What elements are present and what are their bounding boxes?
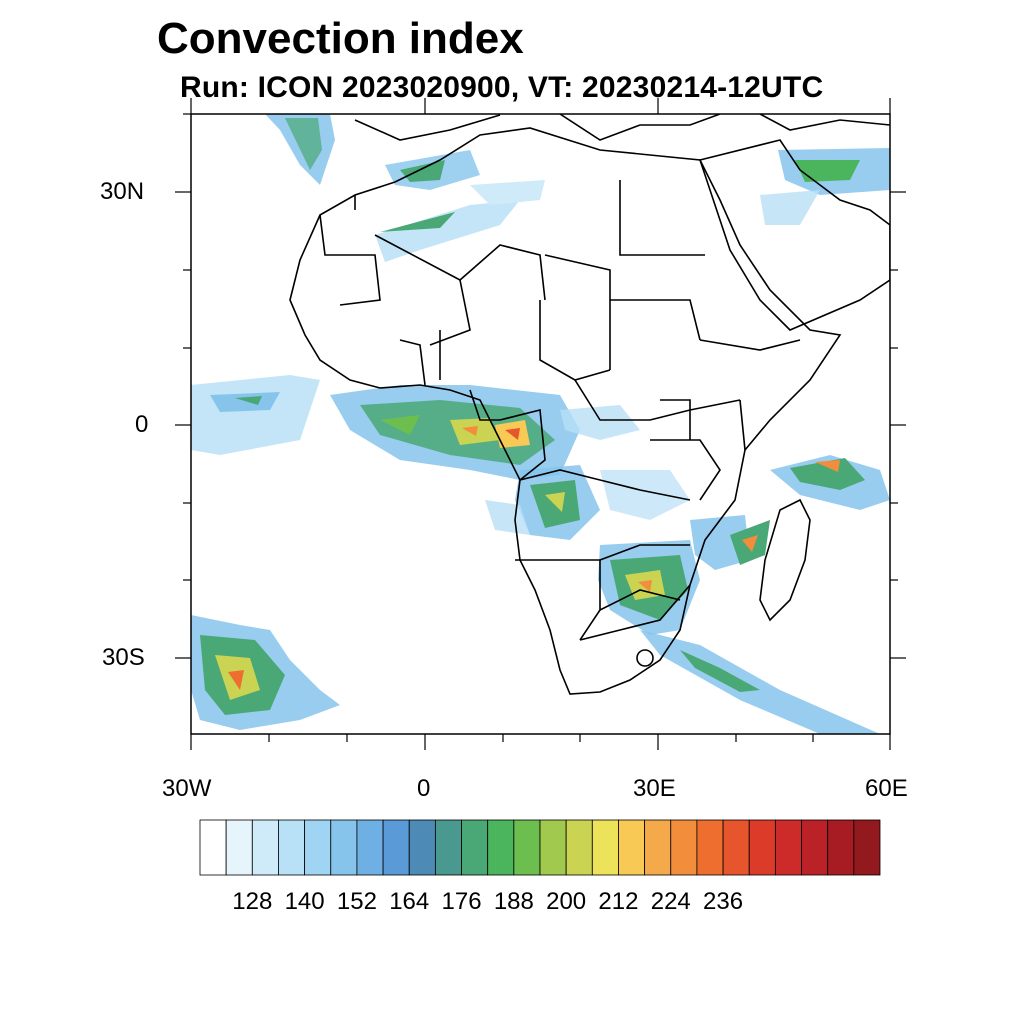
- lon-label-30e: 30E: [633, 775, 676, 802]
- colorbar-box: [748, 819, 776, 876]
- colorbar-box: [251, 819, 279, 876]
- colorbar-box: [591, 819, 619, 876]
- colorbar-label: 128: [232, 888, 273, 915]
- colorbar-label: 200: [546, 888, 587, 915]
- convection-field: [191, 114, 890, 734]
- colorbar-label: 236: [703, 888, 744, 915]
- colorbar-box: [382, 819, 410, 876]
- colorbar-box: [434, 819, 462, 876]
- colorbar-box: [670, 819, 698, 876]
- run-info: Run: ICON 2023020900, VT: 20230214-12UTC: [180, 71, 824, 104]
- colorbar-box: [618, 819, 646, 876]
- colorbar-box: [513, 819, 541, 876]
- colorbar-box: [199, 819, 227, 876]
- colorbar-label: 176: [441, 888, 482, 915]
- lon-label-0: 0: [417, 775, 431, 802]
- map-frame: [190, 113, 891, 735]
- colorbar-label: 152: [336, 888, 377, 915]
- colorbar-box: [356, 819, 384, 876]
- colorbar-box: [644, 819, 672, 876]
- lon-label-30w: 30W: [162, 775, 212, 802]
- colorbar-box: [827, 819, 855, 876]
- colorbar: [199, 819, 881, 876]
- colorbar-box: [539, 819, 567, 876]
- colorbar-box: [853, 819, 881, 876]
- colorbar-box: [774, 819, 802, 876]
- lat-label-0: 0: [135, 411, 149, 438]
- colorbar-label: 212: [598, 888, 639, 915]
- lat-label-30s: 30S: [102, 644, 145, 671]
- colorbar-label: 164: [389, 888, 430, 915]
- colorbar-box: [487, 819, 515, 876]
- colorbar-box: [225, 819, 253, 876]
- coastlines: [289, 114, 890, 695]
- colorbar-box: [278, 819, 306, 876]
- lon-label-60e: 60E: [865, 775, 908, 802]
- map-title: Convection index: [157, 14, 524, 63]
- colorbar-box: [461, 819, 489, 876]
- colorbar-box: [304, 819, 332, 876]
- lat-label-30n: 30N: [100, 178, 145, 205]
- colorbar-box: [408, 819, 436, 876]
- axis-ticks: [175, 98, 906, 750]
- colorbar-label: 188: [493, 888, 534, 915]
- colorbar-label: 140: [284, 888, 325, 915]
- colorbar-box: [330, 819, 358, 876]
- colorbar-box: [696, 819, 724, 876]
- colorbar-box: [565, 819, 593, 876]
- colorbar-box: [722, 819, 750, 876]
- colorbar-label: 224: [650, 888, 691, 915]
- colorbar-box: [801, 819, 829, 876]
